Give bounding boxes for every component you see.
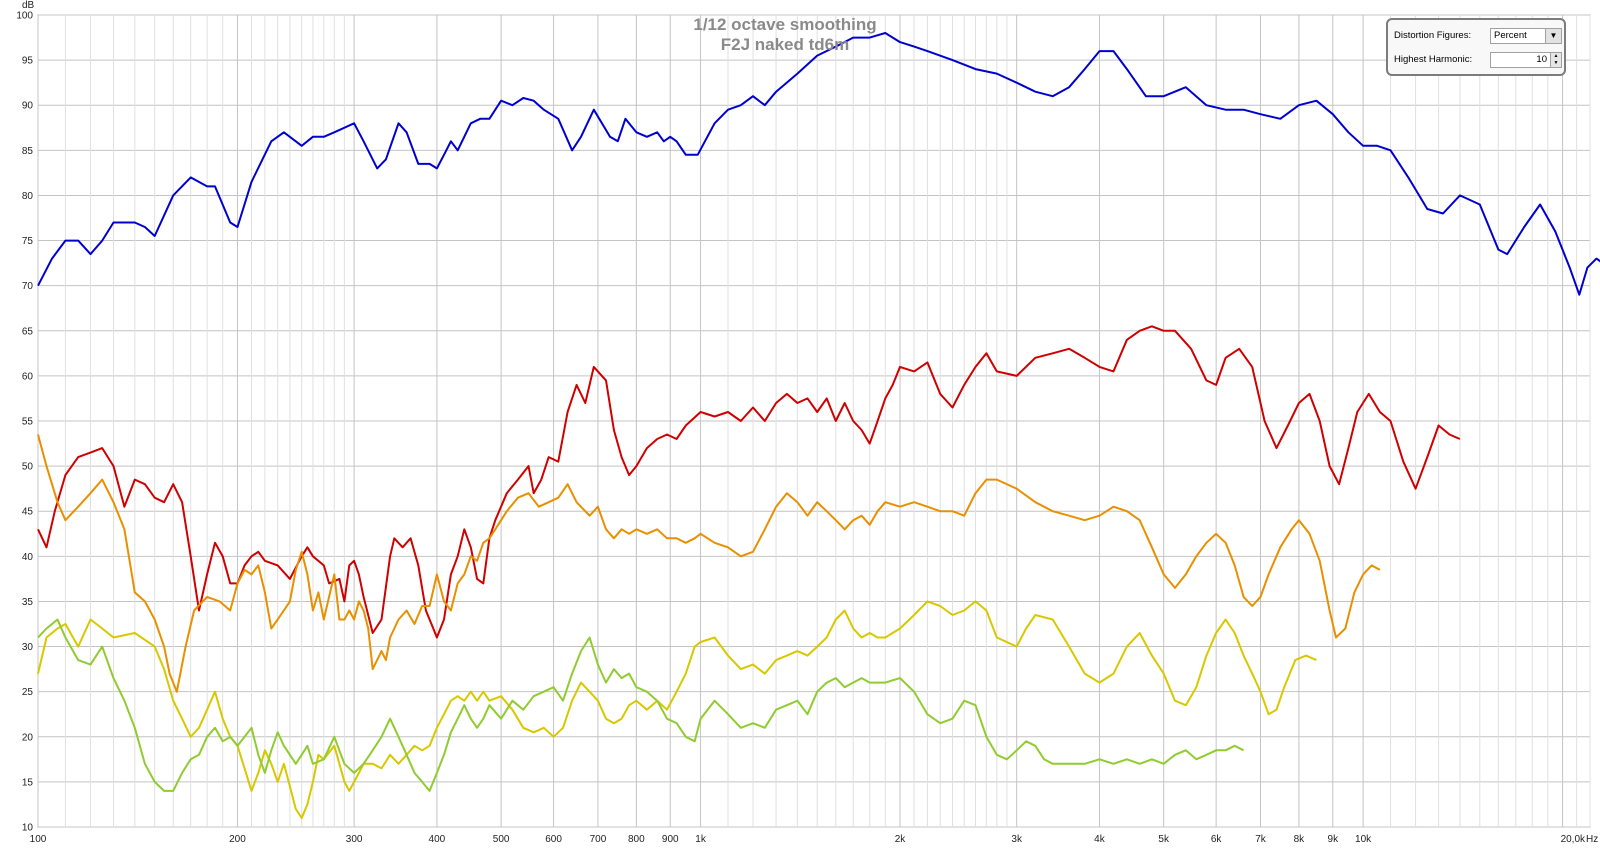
y-tick-label: 10 (22, 823, 34, 834)
y-tick-label: 45 (22, 507, 34, 518)
y-tick-label: 25 (22, 687, 34, 698)
x-tick-label: 6k (1211, 834, 1223, 845)
y-tick-label: 75 (22, 236, 34, 247)
x-tick-label: 1k (695, 834, 707, 845)
chart-title: 1/12 octave smoothing (693, 15, 876, 34)
y-tick-label: 70 (22, 281, 34, 292)
x-tick-label: 4k (1094, 834, 1106, 845)
chart-subtitle: F2J naked td6m (721, 35, 850, 54)
x-tick-label: 200 (229, 834, 246, 845)
x-tick-label: 300 (346, 834, 363, 845)
x-tick-label: 400 (429, 834, 446, 845)
y-tick-label: 30 (22, 642, 34, 653)
x-tick-label: 900 (662, 834, 679, 845)
spinner-arrows-icon[interactable]: ▲ ▼ (1550, 53, 1561, 67)
y-tick-label: 60 (22, 371, 34, 382)
x-tick-label: 10k (1355, 834, 1372, 845)
highest-harmonic-input[interactable]: 10 ▲ ▼ (1490, 52, 1562, 68)
x-tick-label: 800 (628, 834, 645, 845)
y-tick-label: 85 (22, 146, 34, 157)
y-tick-label: 50 (22, 462, 34, 473)
distortion-figures-label: Distortion Figures: (1394, 30, 1472, 41)
y-tick-label: 55 (22, 417, 34, 428)
x-tick-label: 700 (590, 834, 607, 845)
distortion-figures-row: Distortion Figures: Percent ▼ (1394, 28, 1562, 44)
series-line-0 (37, 32, 1600, 296)
y-tick-label: 90 (22, 101, 34, 112)
y-tick-label: 80 (22, 191, 34, 202)
y-tick-label: 35 (22, 597, 34, 608)
y-tick-label: 15 (22, 777, 34, 788)
x-tick-label: 600 (545, 834, 562, 845)
x-tick-label: 5k (1158, 834, 1170, 845)
chevron-down-icon[interactable]: ▼ (1545, 29, 1561, 43)
series-line-1 (37, 325, 1461, 639)
series-line-4 (37, 618, 1245, 792)
distortion-settings-panel: Distortion Figures: Percent ▼ Highest Ha… (1386, 18, 1566, 76)
x-tick-label: 8k (1294, 834, 1306, 845)
series-layer (37, 32, 1600, 819)
highest-harmonic-row: Highest Harmonic: 10 ▲ ▼ (1394, 52, 1562, 68)
x-tick-label: 20,0k (1561, 834, 1586, 845)
distortion-figures-value: Percent (1494, 30, 1527, 41)
x-tick-label: 100 (30, 834, 47, 845)
x-axis: 100 200 300 400 500 600 700 800 900 1k 2k 3k 4k 5k 6k 7… (30, 834, 1586, 845)
x-tick-label: 3k (1011, 834, 1023, 845)
y-tick-label: 65 (22, 326, 34, 337)
x-tick-label: 9k (1328, 834, 1340, 845)
x-tick-label: 7k (1255, 834, 1267, 845)
series-line-2 (37, 434, 1381, 693)
x-tick-label: 500 (493, 834, 510, 845)
grid (37, 14, 1591, 828)
y-axis-unit: dB (22, 0, 35, 11)
highest-harmonic-label: Highest Harmonic: (1394, 54, 1473, 65)
distortion-figures-select[interactable]: Percent ▼ (1490, 28, 1562, 44)
y-tick-label: 20 (22, 732, 34, 743)
highest-harmonic-value: 10 (1536, 54, 1547, 65)
x-tick-label: 2k (895, 834, 907, 845)
y-tick-label: 40 (22, 552, 34, 563)
y-tick-label: 95 (22, 56, 34, 67)
y-axis: 10 15 20 25 30 35 40 45 50 55 60 65 70 75 80 85 90 95 100 (16, 11, 33, 834)
y-tick-label: 100 (16, 11, 33, 22)
x-axis-unit: Hz (1586, 834, 1598, 845)
